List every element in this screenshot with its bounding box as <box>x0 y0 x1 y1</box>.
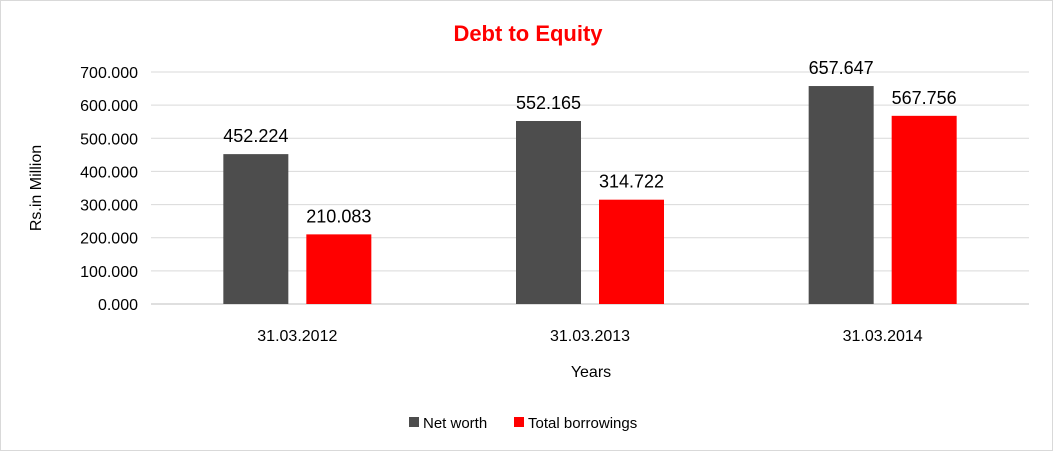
gridlines <box>151 71 1029 305</box>
y-tick-label: 600.000 <box>80 98 138 115</box>
y-tick-label: 100.000 <box>80 264 138 281</box>
y-tick-label: 300.000 <box>80 198 138 215</box>
bar-net-worth <box>516 120 581 305</box>
x-axis-ticks: 31.03.2012 31.03.2013 31.03.2014 <box>257 328 923 345</box>
chart-title: Debt to Equity <box>453 21 603 46</box>
bar-net-worth <box>808 86 874 305</box>
data-labels: 452.224 210.083 552.165 314.722 657.647 567.7… <box>223 58 956 226</box>
bar-total-borrowings <box>891 115 957 304</box>
y-tick-label: 400.000 <box>80 164 138 181</box>
legend-label: Net worth <box>423 415 487 432</box>
x-axis-title: Years <box>571 364 611 381</box>
x-tick-label: 31.03.2014 <box>843 328 923 345</box>
bar-net-worth <box>223 154 289 304</box>
bar-total-borrowings <box>599 199 664 304</box>
data-label: 210.083 <box>306 206 371 226</box>
legend: Net worth Total borrowings <box>409 415 637 432</box>
data-label: 452.224 <box>223 126 288 146</box>
bars <box>223 86 957 305</box>
x-tick-label: 31.03.2012 <box>257 328 337 345</box>
y-tick-label: 0.000 <box>98 297 138 314</box>
y-tick-label: 200.000 <box>80 231 138 248</box>
y-axis-title: Rs.in Million <box>28 145 45 231</box>
bar-total-borrowings <box>306 234 372 304</box>
x-tick-label: 31.03.2013 <box>550 328 630 345</box>
data-label: 567.756 <box>892 88 957 108</box>
data-label: 314.722 <box>599 172 664 192</box>
legend-label: Total borrowings <box>528 415 637 432</box>
data-label: 552.165 <box>516 93 581 113</box>
y-tick-label: 500.000 <box>80 131 138 148</box>
legend-swatch <box>409 417 419 427</box>
y-axis-ticks: 0.000 100.000 200.000 300.000 400.000 500.000… <box>80 65 138 314</box>
y-tick-label: 700.000 <box>80 65 138 82</box>
legend-swatch <box>514 417 524 427</box>
data-label: 657.647 <box>809 58 874 78</box>
